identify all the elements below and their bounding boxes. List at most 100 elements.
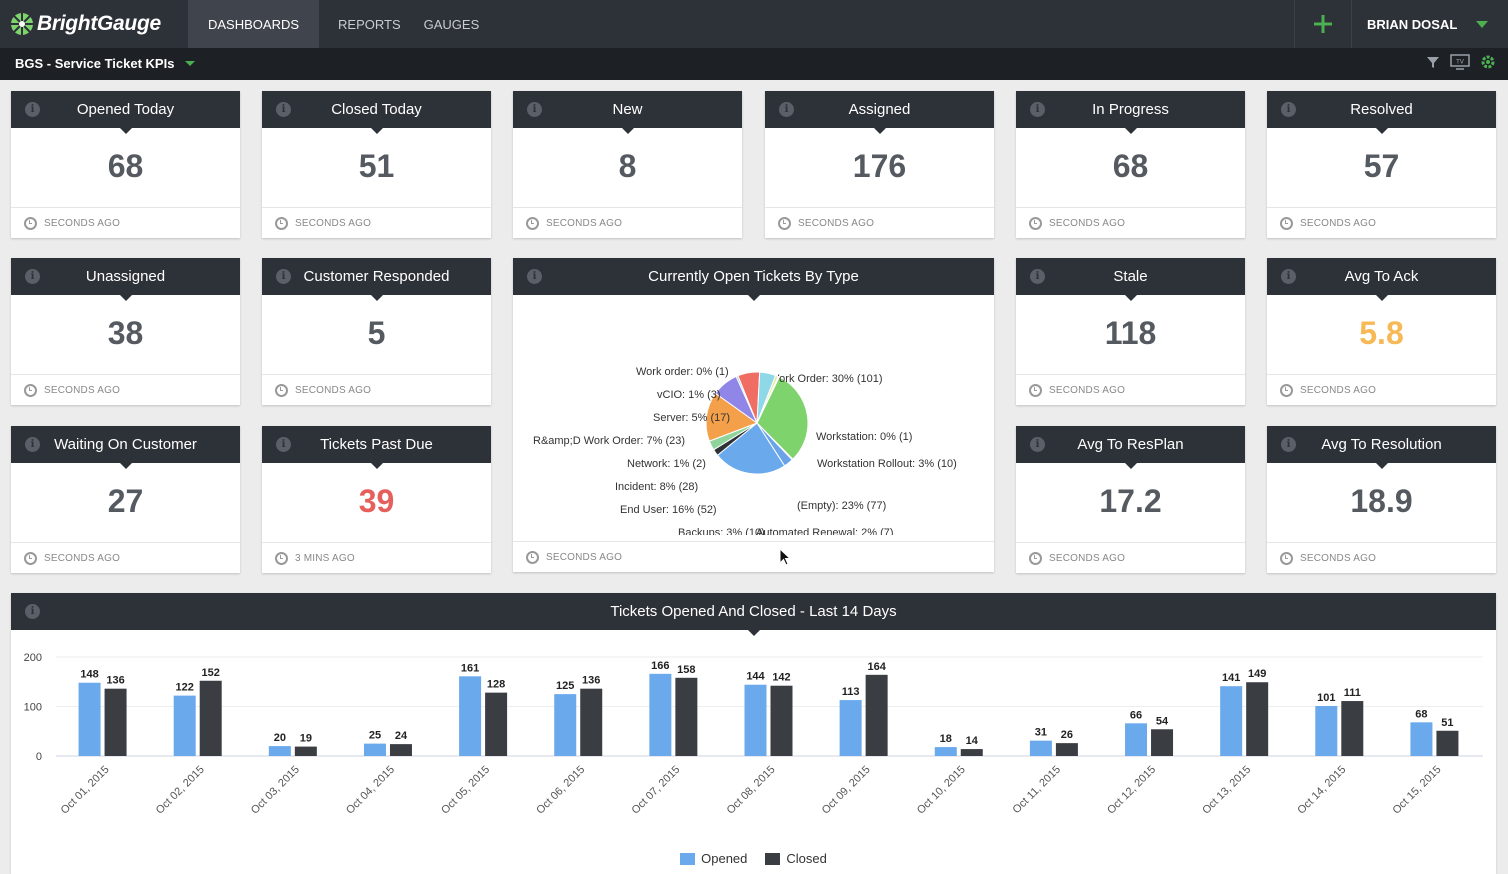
bar-closed-6[interactable] (675, 677, 698, 756)
gauge-card-tickets-past-due[interactable]: i Tickets Past Due 39 3 MINS AGO (262, 426, 491, 573)
bar-opened-5[interactable] (554, 694, 577, 756)
bar-opened-6[interactable] (649, 673, 672, 756)
gauge-card-unassigned[interactable]: i Unassigned 38 SECONDS AGO (11, 258, 240, 405)
bar-closed-0[interactable] (104, 688, 127, 756)
bar-closed-8[interactable] (865, 674, 888, 756)
clock-icon (24, 216, 37, 230)
last-updated: SECONDS AGO (44, 217, 121, 229)
bar-closed-14[interactable] (1436, 730, 1459, 756)
card-footer: SECONDS AGO (1016, 374, 1245, 405)
bar-data-label: 141 (1222, 672, 1240, 684)
bar-data-label: 158 (677, 664, 695, 676)
bar-closed-5[interactable] (580, 688, 603, 756)
add-button[interactable] (1294, 0, 1352, 48)
info-icon[interactable]: i (527, 102, 542, 117)
gauge-value: 51 (358, 148, 395, 184)
info-icon[interactable]: i (1030, 269, 1045, 284)
bar-closed-9[interactable] (960, 749, 983, 756)
pie-label-1: Workstation: 0% (1) (816, 431, 912, 443)
clock-icon (24, 551, 37, 565)
nav-tab-gauges[interactable]: GAUGES (423, 16, 480, 32)
gauge-card-closed-today[interactable]: i Closed Today 51 SECONDS AGO (262, 91, 491, 238)
gauge-card-avg-to-resolution[interactable]: i Avg To Resolution 18.9 SECONDS AGO (1267, 426, 1496, 573)
bar-closed-13[interactable] (1341, 701, 1364, 756)
bar-opened-1[interactable] (173, 695, 196, 756)
bar-opened-8[interactable] (839, 700, 862, 756)
gauge-card-avg-to-resplan[interactable]: i Avg To ResPlan 17.2 SECONDS AGO (1016, 426, 1245, 573)
bar-opened-13[interactable] (1315, 706, 1338, 756)
gauge-card-stale[interactable]: i Stale 118 SECONDS AGO (1016, 258, 1245, 405)
info-icon[interactable]: i (1281, 269, 1296, 284)
last-updated: SECONDS AGO (546, 551, 623, 563)
last-updated: SECONDS AGO (44, 552, 121, 564)
bar-data-label: 20 (274, 732, 286, 744)
gauge-value: 57 (1363, 148, 1400, 184)
info-icon[interactable]: i (276, 102, 291, 117)
tv-mode-icon[interactable]: TV (1450, 54, 1470, 70)
gauge-card-new[interactable]: i New 8 SECONDS AGO (513, 91, 742, 238)
info-icon[interactable]: i (1030, 437, 1045, 452)
bar-opened-4[interactable] (459, 676, 482, 756)
legend-item-opened[interactable]: Opened (680, 851, 747, 866)
gauge-card-waiting-on-customer[interactable]: i Waiting On Customer 27 SECONDS AGO (11, 426, 240, 573)
gauge-card-opened-today[interactable]: i Opened Today 68 SECONDS AGO (11, 91, 240, 238)
last-updated: SECONDS AGO (295, 217, 372, 229)
last-updated: SECONDS AGO (44, 384, 121, 396)
gauge-card-assigned[interactable]: i Assigned 176 SECONDS AGO (765, 91, 994, 238)
pie-slice-12[interactable] (756, 376, 780, 424)
nav-tab-dashboards[interactable]: DASHBOARDS (188, 0, 320, 48)
brand-logo[interactable]: BrightGauge (10, 12, 188, 36)
card-title: Resolved (1350, 101, 1413, 118)
card-header: i Resolved (1267, 91, 1496, 134)
pie-slice-6[interactable] (705, 392, 759, 442)
pie-label-9: R&amp;D Work Order: 7% (23) (533, 435, 685, 447)
gauge-value: 17.2 (1099, 483, 1162, 519)
nav-tab-reports[interactable]: REPORTS (338, 16, 401, 32)
bar-opened-10[interactable] (1029, 740, 1052, 756)
info-icon[interactable]: i (25, 604, 40, 619)
bar-closed-2[interactable] (294, 746, 317, 756)
x-tick-label: Oct 03, 2015 (249, 764, 302, 817)
bar-closed-4[interactable] (485, 692, 508, 756)
bar-closed-10[interactable] (1055, 743, 1078, 756)
bar-opened-7[interactable] (744, 684, 767, 756)
card-title: Waiting On Customer (54, 436, 197, 453)
pie-slice-3[interactable] (716, 422, 786, 475)
bar-opened-9[interactable] (934, 747, 957, 756)
legend-item-closed[interactable]: Closed (765, 851, 827, 866)
bar-closed-3[interactable] (389, 744, 412, 756)
user-menu[interactable]: BRIAN DOSAL (1352, 0, 1508, 48)
bar-opened-11[interactable] (1125, 723, 1148, 756)
bar-closed-7[interactable] (770, 685, 793, 756)
bar-closed-1[interactable] (199, 680, 222, 756)
bar-opened-14[interactable] (1410, 722, 1433, 756)
filter-icon[interactable] (1426, 55, 1440, 69)
dashboard-selector[interactable]: BGS - Service Ticket KPIs (0, 55, 195, 73)
info-icon[interactable]: i (1281, 437, 1296, 452)
info-icon[interactable]: i (276, 269, 291, 284)
bar-closed-12[interactable] (1246, 682, 1269, 756)
bar-chart-card[interactable]: i Tickets Opened And Closed - Last 14 Da… (11, 593, 1496, 874)
info-icon[interactable]: i (1030, 102, 1045, 117)
bar-opened-2[interactable] (268, 746, 291, 756)
pie-chart-card[interactable]: i Currently Open Tickets By Type Work Or… (513, 258, 994, 572)
bar-closed-11[interactable] (1151, 729, 1174, 756)
card-footer: SECONDS AGO (513, 541, 994, 572)
gauge-value: 38 (107, 315, 144, 351)
gauge-card-customer-responded[interactable]: i Customer Responded 5 SECONDS AGO (262, 258, 491, 405)
info-icon[interactable]: i (1281, 102, 1296, 117)
bar-opened-0[interactable] (78, 682, 101, 756)
gauge-card-resolved[interactable]: i Resolved 57 SECONDS AGO (1267, 91, 1496, 238)
info-icon[interactable]: i (276, 437, 291, 452)
info-icon[interactable]: i (25, 269, 40, 284)
info-icon[interactable]: i (25, 437, 40, 452)
gauge-card-in-progress[interactable]: i In Progress 68 SECONDS AGO (1016, 91, 1245, 238)
bar-opened-12[interactable] (1220, 686, 1243, 756)
bar-opened-3[interactable] (363, 743, 386, 756)
gauge-value: 118 (1104, 315, 1157, 351)
gauge-card-avg-to-ack[interactable]: i Avg To Ack 5.8 SECONDS AGO (1267, 258, 1496, 405)
info-icon[interactable]: i (779, 102, 794, 117)
info-icon[interactable]: i (25, 102, 40, 117)
info-icon[interactable]: i (527, 269, 542, 284)
gear-icon[interactable] (1480, 54, 1496, 70)
